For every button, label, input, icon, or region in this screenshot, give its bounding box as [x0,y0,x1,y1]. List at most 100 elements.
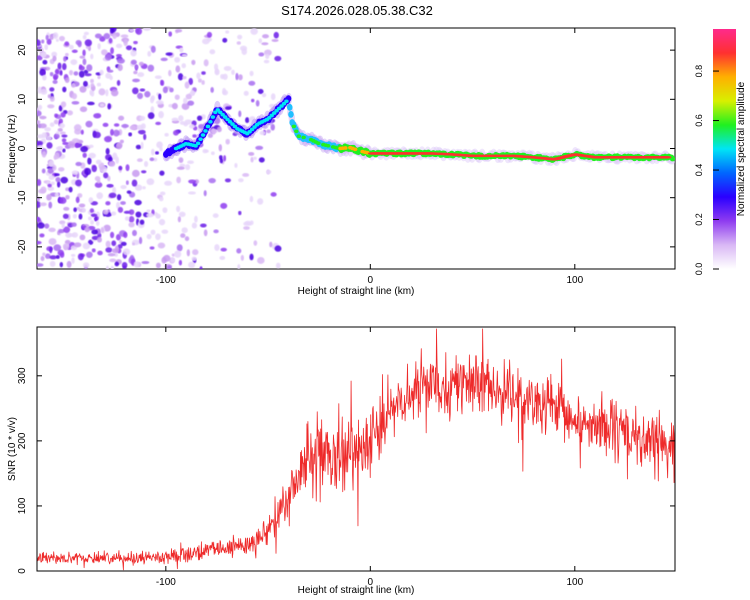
ridge-core [276,106,282,111]
noise-blob [131,229,137,237]
noise-blob [63,56,67,62]
noise-blob [235,72,239,81]
ridge-core [195,141,201,146]
noise-blob [58,35,65,42]
noise-blob [134,64,139,70]
noise-blob [142,28,151,31]
noise-blob [57,62,62,70]
noise-blob [192,249,199,256]
noise-blob [153,157,158,162]
noise-blob [88,152,96,159]
noise-blob [191,222,198,229]
noise-blob [82,58,87,66]
noise-blob [123,248,131,256]
spectrogram-xlabel: Height of straight line (km) [298,286,415,297]
noise-blob [240,254,245,261]
noise-blob [178,115,184,122]
noise-blob [210,86,214,93]
noise-blob [120,241,127,247]
noise-blob [201,80,205,85]
noise-blob [225,30,230,34]
noise-blob [80,146,88,153]
noise-blob [48,238,57,246]
noise-blob [156,141,163,149]
noise-blob [39,202,47,207]
snr-y-tick-label: 0 [17,568,28,574]
noise-blob [110,89,119,97]
noise-blob [77,193,83,198]
noise-blob [146,212,154,218]
colorbar-tick-label: 0.2 [694,213,704,226]
noise-blob [236,41,241,45]
noise-blob [52,32,59,40]
noise-blob [61,223,65,229]
noise-blob [82,49,86,57]
noise-blob [253,240,258,246]
noise-blob [185,164,191,171]
snr-ylabel: SNR (10 * v/v) [7,417,18,481]
noise-blob [131,179,138,187]
noise-blob [53,133,60,139]
noise-blob [196,72,201,80]
spectrogram-x-tick-label: -100 [156,275,176,286]
noise-blob [90,78,94,84]
noise-blob [49,72,54,77]
noise-blob [84,39,92,47]
noise-blob [77,253,84,261]
noise-blob [42,74,47,81]
noise-blob [110,28,117,33]
spectrogram-y-tick-label: 10 [17,93,28,105]
noise-blob [239,45,248,51]
noise-blob [37,140,44,146]
noise-blob [105,201,111,206]
ridge-core [343,146,348,150]
ridge-core [291,124,297,129]
noise-blob [163,254,171,262]
noise-blob [176,176,181,184]
noise-blob [41,39,45,44]
noise-blob [39,115,47,120]
noise-blob [263,59,270,64]
noise-blob [128,209,135,216]
noise-blob [57,249,64,256]
noise-blob [87,157,92,165]
noise-blob [90,53,94,60]
noise-blob [44,253,51,259]
noise-blob [269,103,276,108]
noise-blob [58,118,63,124]
noise-blob [49,33,54,40]
noise-blob [90,213,98,217]
noise-blob [137,72,145,78]
noise-blob [194,179,200,184]
noise-blob [140,141,144,150]
noise-blob [147,50,152,57]
noise-blob [190,90,195,96]
noise-blob [117,206,124,213]
noise-blob [47,183,52,188]
noise-blob [94,176,101,182]
noise-blob [73,207,77,213]
noise-blob [146,233,152,240]
noise-blob [173,130,179,136]
colorbar-scale [713,29,736,269]
noise-blob [120,184,127,190]
noise-blob [191,256,197,261]
noise-blob [37,201,41,208]
noise-blob [54,113,58,118]
noise-blob [37,110,42,117]
noise-blob [48,160,55,168]
noise-blob [51,51,58,58]
noise-blob [55,177,61,183]
noise-blob [62,213,69,219]
noise-blob [162,207,168,214]
noise-blob [266,129,271,134]
noise-blob [71,83,76,88]
ridge-core [227,119,233,124]
noise-blob [103,172,109,179]
noise-blob [79,85,87,93]
noise-blob [155,262,161,269]
noise-blob [91,165,97,173]
spectrogram-ridge [162,92,675,167]
noise-blob [112,186,117,195]
noise-blob [37,240,42,245]
